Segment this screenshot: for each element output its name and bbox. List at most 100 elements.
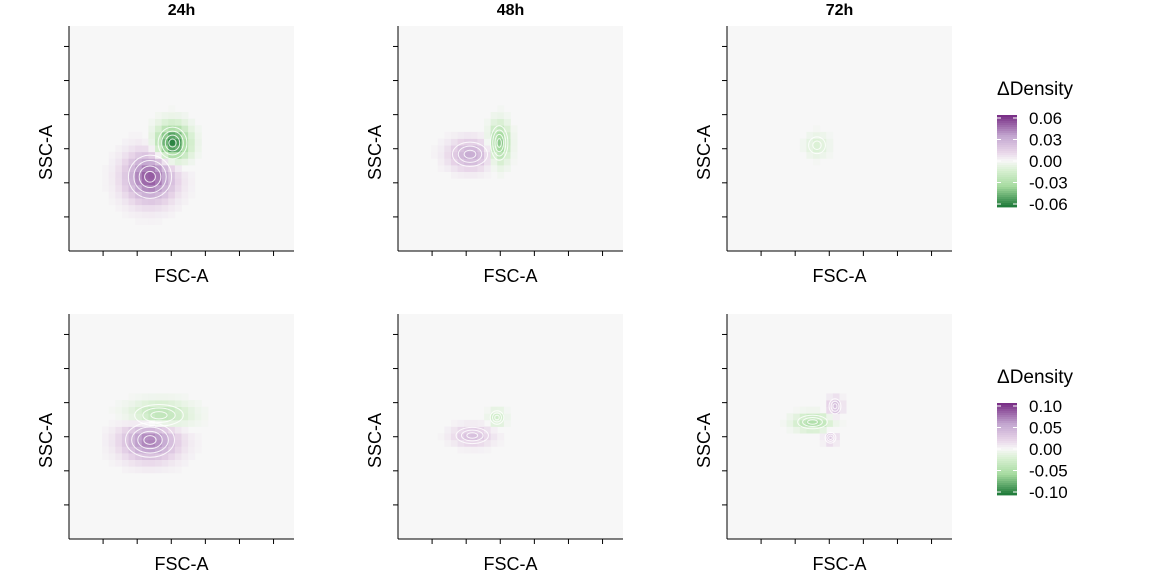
density-cell	[832, 406, 840, 414]
density-cell	[135, 164, 143, 172]
density-cell	[819, 151, 827, 159]
density-cell	[108, 191, 116, 199]
density-cell	[503, 125, 511, 133]
density-cell	[819, 145, 827, 153]
legend-gradient-step	[997, 421, 1017, 424]
density-cell	[490, 433, 498, 441]
contour-line	[797, 414, 828, 430]
density-cell	[121, 406, 129, 414]
density-cell	[135, 211, 143, 219]
density-cell	[135, 178, 143, 186]
density-cell	[155, 164, 163, 172]
density-cell	[457, 171, 465, 179]
density-cell	[108, 439, 116, 447]
contour-line	[807, 419, 818, 425]
density-cell	[161, 211, 169, 219]
density-cell	[497, 158, 505, 166]
density-cell	[813, 125, 821, 133]
density-cell	[793, 413, 801, 421]
density-cell	[510, 131, 518, 139]
density-cell	[470, 433, 478, 441]
density-cell	[174, 158, 182, 166]
density-cell	[161, 406, 169, 414]
legend-gradient-step	[997, 437, 1017, 440]
density-cell	[464, 151, 472, 159]
density-cell	[188, 158, 196, 166]
legend-gradient-step	[997, 487, 1017, 490]
legend-tick-label: 0.10	[1029, 397, 1062, 416]
density-cell	[181, 178, 189, 186]
density-cell	[188, 138, 196, 146]
contour-line	[826, 433, 835, 442]
density-cell	[141, 466, 149, 474]
density-cell	[115, 406, 123, 414]
density-cell	[168, 204, 176, 212]
density-cell	[174, 466, 182, 474]
density-cell	[181, 198, 189, 206]
density-cell	[497, 406, 505, 414]
contour-line	[137, 430, 163, 450]
density-cell	[813, 158, 821, 166]
density-cell	[148, 211, 156, 219]
density-cell	[128, 452, 136, 460]
density-cell	[108, 171, 116, 179]
density-cell	[839, 406, 847, 414]
density-cell	[155, 400, 163, 408]
density-cell	[188, 400, 196, 408]
density-cell	[148, 439, 156, 447]
density-cell	[108, 198, 116, 206]
density-cell	[128, 459, 136, 467]
density-cell	[115, 419, 123, 427]
density-cell	[174, 446, 182, 454]
density-cell	[115, 204, 123, 212]
density-cell	[115, 178, 123, 186]
density-cell	[128, 198, 136, 206]
legend-gradient-step	[997, 149, 1017, 152]
density-cell	[194, 151, 202, 159]
legend-gradient-step	[997, 195, 1017, 198]
density-cell	[194, 406, 202, 414]
density-cell	[108, 406, 116, 414]
density-cell	[826, 138, 834, 146]
density-cell	[510, 151, 518, 159]
legend-gradient-step	[997, 123, 1017, 126]
density-cell	[457, 439, 465, 447]
legend-gradient-step	[997, 191, 1017, 194]
density-cell	[490, 164, 498, 172]
density-cell	[102, 164, 110, 172]
density-cell	[155, 217, 163, 225]
density-cell	[174, 459, 182, 467]
legend-gradient-step	[997, 171, 1017, 174]
density-cell	[450, 171, 458, 179]
density-cell	[799, 145, 807, 153]
density-cell	[148, 459, 156, 467]
density-cell	[148, 204, 156, 212]
density-cell	[115, 171, 123, 179]
density-cell	[194, 433, 202, 441]
density-cell	[128, 446, 136, 454]
density-cell	[464, 164, 472, 172]
density-cells	[102, 105, 202, 225]
legend-gradient-step	[997, 145, 1017, 148]
density-cell	[826, 433, 834, 441]
legend-gradient-step	[997, 157, 1017, 160]
density-cell	[168, 105, 176, 113]
density-cell	[188, 452, 196, 460]
x-axis-label: FSC-A	[155, 554, 209, 574]
density-cell	[484, 138, 492, 146]
density-cell	[510, 145, 518, 153]
legend-gradient-step	[997, 405, 1017, 408]
density-cell	[168, 413, 176, 421]
density-cell	[497, 164, 505, 172]
density-cell	[161, 164, 169, 172]
density-cell	[174, 400, 182, 408]
density-cell	[128, 393, 136, 401]
density-cell	[806, 426, 814, 434]
density-cell	[115, 145, 123, 153]
density-cell	[121, 400, 129, 408]
legend-gradient-step	[997, 453, 1017, 456]
legend-gradient-step	[997, 445, 1017, 448]
density-cell	[161, 400, 169, 408]
density-cell	[168, 400, 176, 408]
density-cell	[174, 191, 182, 199]
